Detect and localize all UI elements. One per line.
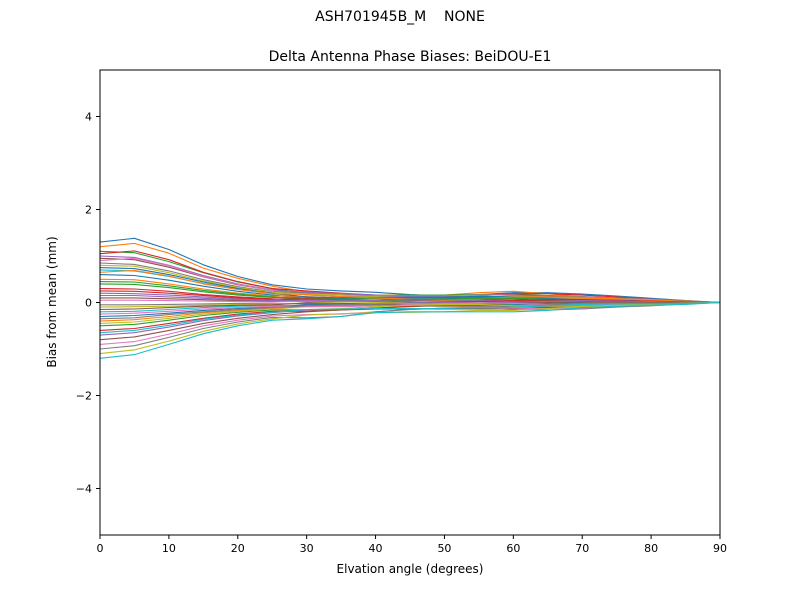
x-tick-label: 10 [162,542,176,555]
y-tick-label: −4 [76,483,92,496]
series-line [99,301,721,334]
y-tick-label: 4 [85,111,92,124]
x-tick-label: 20 [231,542,245,555]
series-line [99,237,721,304]
series-line [99,301,721,359]
series-line [99,301,721,324]
x-tick-label: 70 [575,542,589,555]
x-axis-label: Elvation angle (degrees) [336,562,484,576]
series-line [99,301,721,336]
series-line [99,294,721,304]
x-tick-label: 0 [97,542,104,555]
y-tick-label: −2 [76,390,92,403]
x-tick-label: 50 [437,542,451,555]
figure-suptitle: ASH701945B_M NONE [315,9,485,25]
x-tick-label: 80 [644,542,658,555]
x-tick-label: 60 [506,542,520,555]
x-tick-label: 90 [713,542,727,555]
axes-title: Delta Antenna Phase Biases: BeiDOU-E1 [268,49,552,65]
x-tick-label: 30 [300,542,314,555]
x-tick-label: 40 [369,542,383,555]
series-line [99,301,721,350]
y-tick-label: 2 [85,204,92,217]
y-tick-label: 0 [85,297,92,310]
